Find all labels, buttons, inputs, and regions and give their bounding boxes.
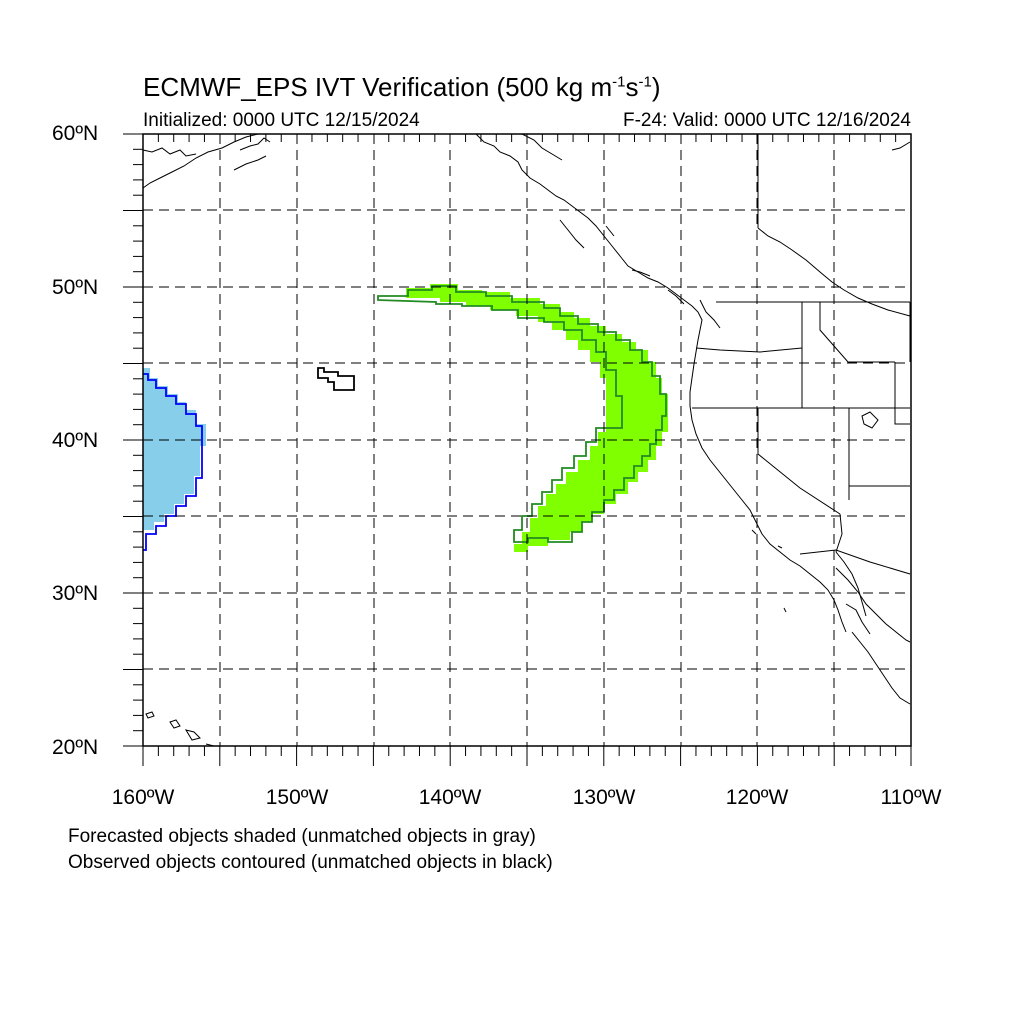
title-exponent-2: -1 <box>638 73 652 91</box>
observed-object-west <box>143 373 203 551</box>
lat-label-40: 40ºN <box>52 429 99 452</box>
title-exponent-1: -1 <box>612 73 626 91</box>
coastlines <box>142 133 911 747</box>
title-mid: s <box>625 72 639 102</box>
lon-label-120w: 120ºW <box>725 786 789 809</box>
figure-title: ECMWF_EPS IVT Verification (500 kg m-1s-… <box>143 72 660 103</box>
lat-label-60: 60ºN <box>52 122 99 145</box>
lat-label-30: 30ºN <box>52 582 99 605</box>
grid-lines <box>143 134 911 746</box>
lon-label-140w: 140ºW <box>418 786 482 809</box>
note-forecast: Forecasted objects shaded (unmatched obj… <box>68 826 536 847</box>
observed-object-arc <box>377 285 667 543</box>
lon-label-130w: 130ºW <box>572 786 636 809</box>
tick-marks <box>123 133 912 766</box>
observed-object-unmatched <box>317 367 355 391</box>
initialized-label: Initialized: 0000 UTC 12/15/2024 <box>143 110 420 131</box>
political-boundaries <box>692 134 911 575</box>
lat-label-20: 20ºN <box>52 736 99 759</box>
lon-label-160w: 160ºW <box>111 786 175 809</box>
title-main: ECMWF_EPS IVT Verification (500 kg m <box>143 72 613 102</box>
forecast-object-arc <box>406 284 668 552</box>
lon-label-110w: 110ºW <box>880 786 942 809</box>
lat-label-50: 50ºN <box>52 276 99 299</box>
lon-label-150w: 150ºW <box>265 786 329 809</box>
forecast-object-west <box>143 368 206 530</box>
valid-label: F-24: Valid: 0000 UTC 12/16/2024 <box>623 110 911 131</box>
title-end: ) <box>651 72 661 102</box>
note-observed: Observed objects contoured (unmatched ob… <box>68 852 553 873</box>
